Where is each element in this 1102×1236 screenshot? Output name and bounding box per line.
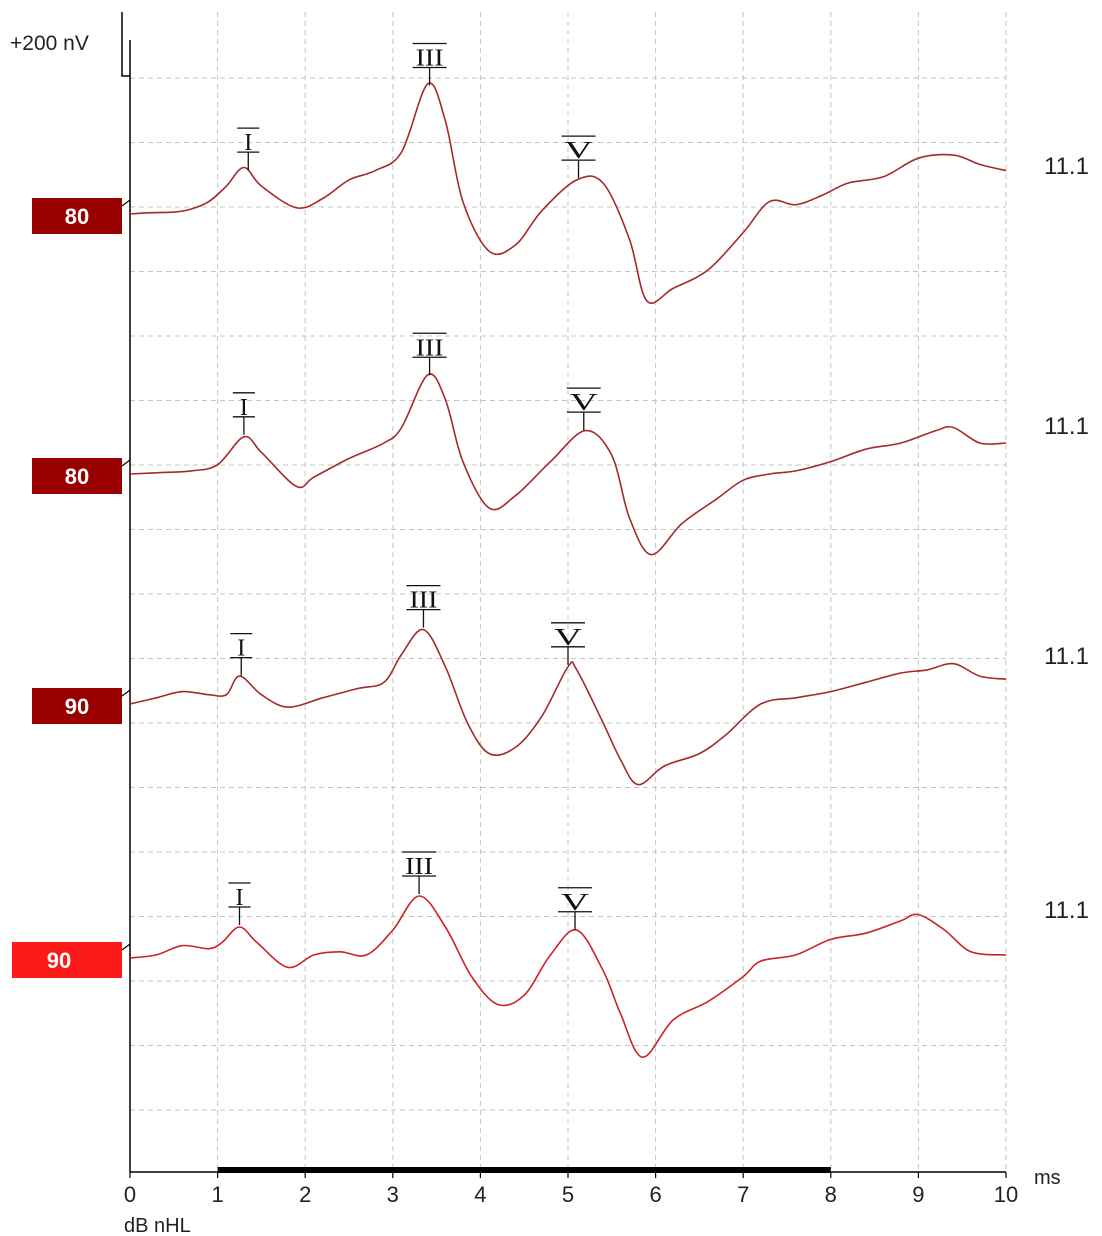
x-tick-label: 2 [299, 1182, 311, 1207]
x-tick-label: 10 [994, 1182, 1018, 1207]
level-label-box [32, 198, 122, 234]
baseline-marker [121, 199, 131, 207]
x-tick-label: 0 [124, 1182, 136, 1207]
waveform-line [129, 628, 1007, 786]
rate-label: 11.1 [1044, 897, 1089, 924]
peak-marker-III: III [402, 851, 437, 894]
y-axis-unit-label: dB nHL [124, 1215, 191, 1236]
rate-label: 11.1 [1044, 643, 1089, 670]
peak-marker-III: III [412, 42, 447, 86]
x-tick-label: 7 [737, 1182, 749, 1207]
level-label-box [32, 688, 122, 724]
grid [130, 12, 1007, 1172]
level-label: 80 [65, 204, 89, 229]
peak-label: V [554, 625, 583, 651]
x-tick-label: 9 [912, 1182, 924, 1207]
level-label-box [12, 942, 122, 978]
peak-marker-V: V [561, 135, 596, 179]
level-label-box [32, 458, 122, 494]
peak-label: V [565, 138, 594, 164]
amplitude-scale-bracket [121, 12, 130, 77]
peak-marker-V: V [551, 622, 585, 665]
peak-marker-III: III [406, 584, 441, 628]
peak-label: I [240, 395, 248, 421]
rate-label: 11.1 [1044, 413, 1089, 440]
peak-label: III [416, 46, 444, 72]
peak-marker-I: I [228, 882, 251, 925]
peak-marker-III: III [412, 332, 447, 376]
x-tick-label: 3 [387, 1182, 399, 1207]
peak-marker-I: I [230, 632, 253, 676]
x-tick-label: 1 [211, 1182, 223, 1207]
waveform-traces: 8011.1IIIIV8011.1IIIIV9011.1IIIIV9011.1I… [12, 42, 1089, 1058]
waveform-line [129, 82, 1007, 304]
level-label: 90 [47, 948, 71, 973]
peak-label: I [244, 130, 252, 156]
waveform-line [129, 373, 1007, 556]
x-axis-unit-label: ms [1034, 1167, 1061, 1189]
x-tick-label: 4 [474, 1182, 486, 1207]
peak-label: III [416, 335, 444, 361]
baseline-marker [121, 943, 131, 951]
x-tick-label: 5 [562, 1182, 574, 1207]
x-tick-label: 8 [825, 1182, 837, 1207]
peak-label: III [409, 588, 437, 614]
peak-marker-V: V [566, 387, 601, 431]
x-tick-label: 6 [649, 1182, 661, 1207]
peak-marker-I: I [232, 392, 255, 435]
peak-label: I [237, 636, 245, 662]
stimulus-bar [217, 1167, 831, 1173]
peak-label: III [405, 854, 433, 880]
rate-label: 11.1 [1044, 153, 1089, 180]
level-label: 80 [65, 464, 89, 489]
waveform-line [129, 895, 1007, 1058]
peak-label: I [236, 885, 244, 911]
peak-marker-V: V [558, 887, 593, 930]
peak-label: V [561, 890, 590, 916]
baseline-marker [121, 689, 131, 697]
axes: +200 nV ms dB nHL [10, 12, 1061, 1236]
x-tick-labels: 0 1 2 3 4 5 6 7 8 9 10 [124, 1172, 1018, 1207]
amplitude-scale-label: +200 nV [10, 32, 89, 55]
peak-label: V [570, 390, 599, 416]
baseline-marker [121, 459, 131, 467]
peak-marker-I: I [237, 127, 260, 171]
level-label: 90 [65, 694, 89, 719]
